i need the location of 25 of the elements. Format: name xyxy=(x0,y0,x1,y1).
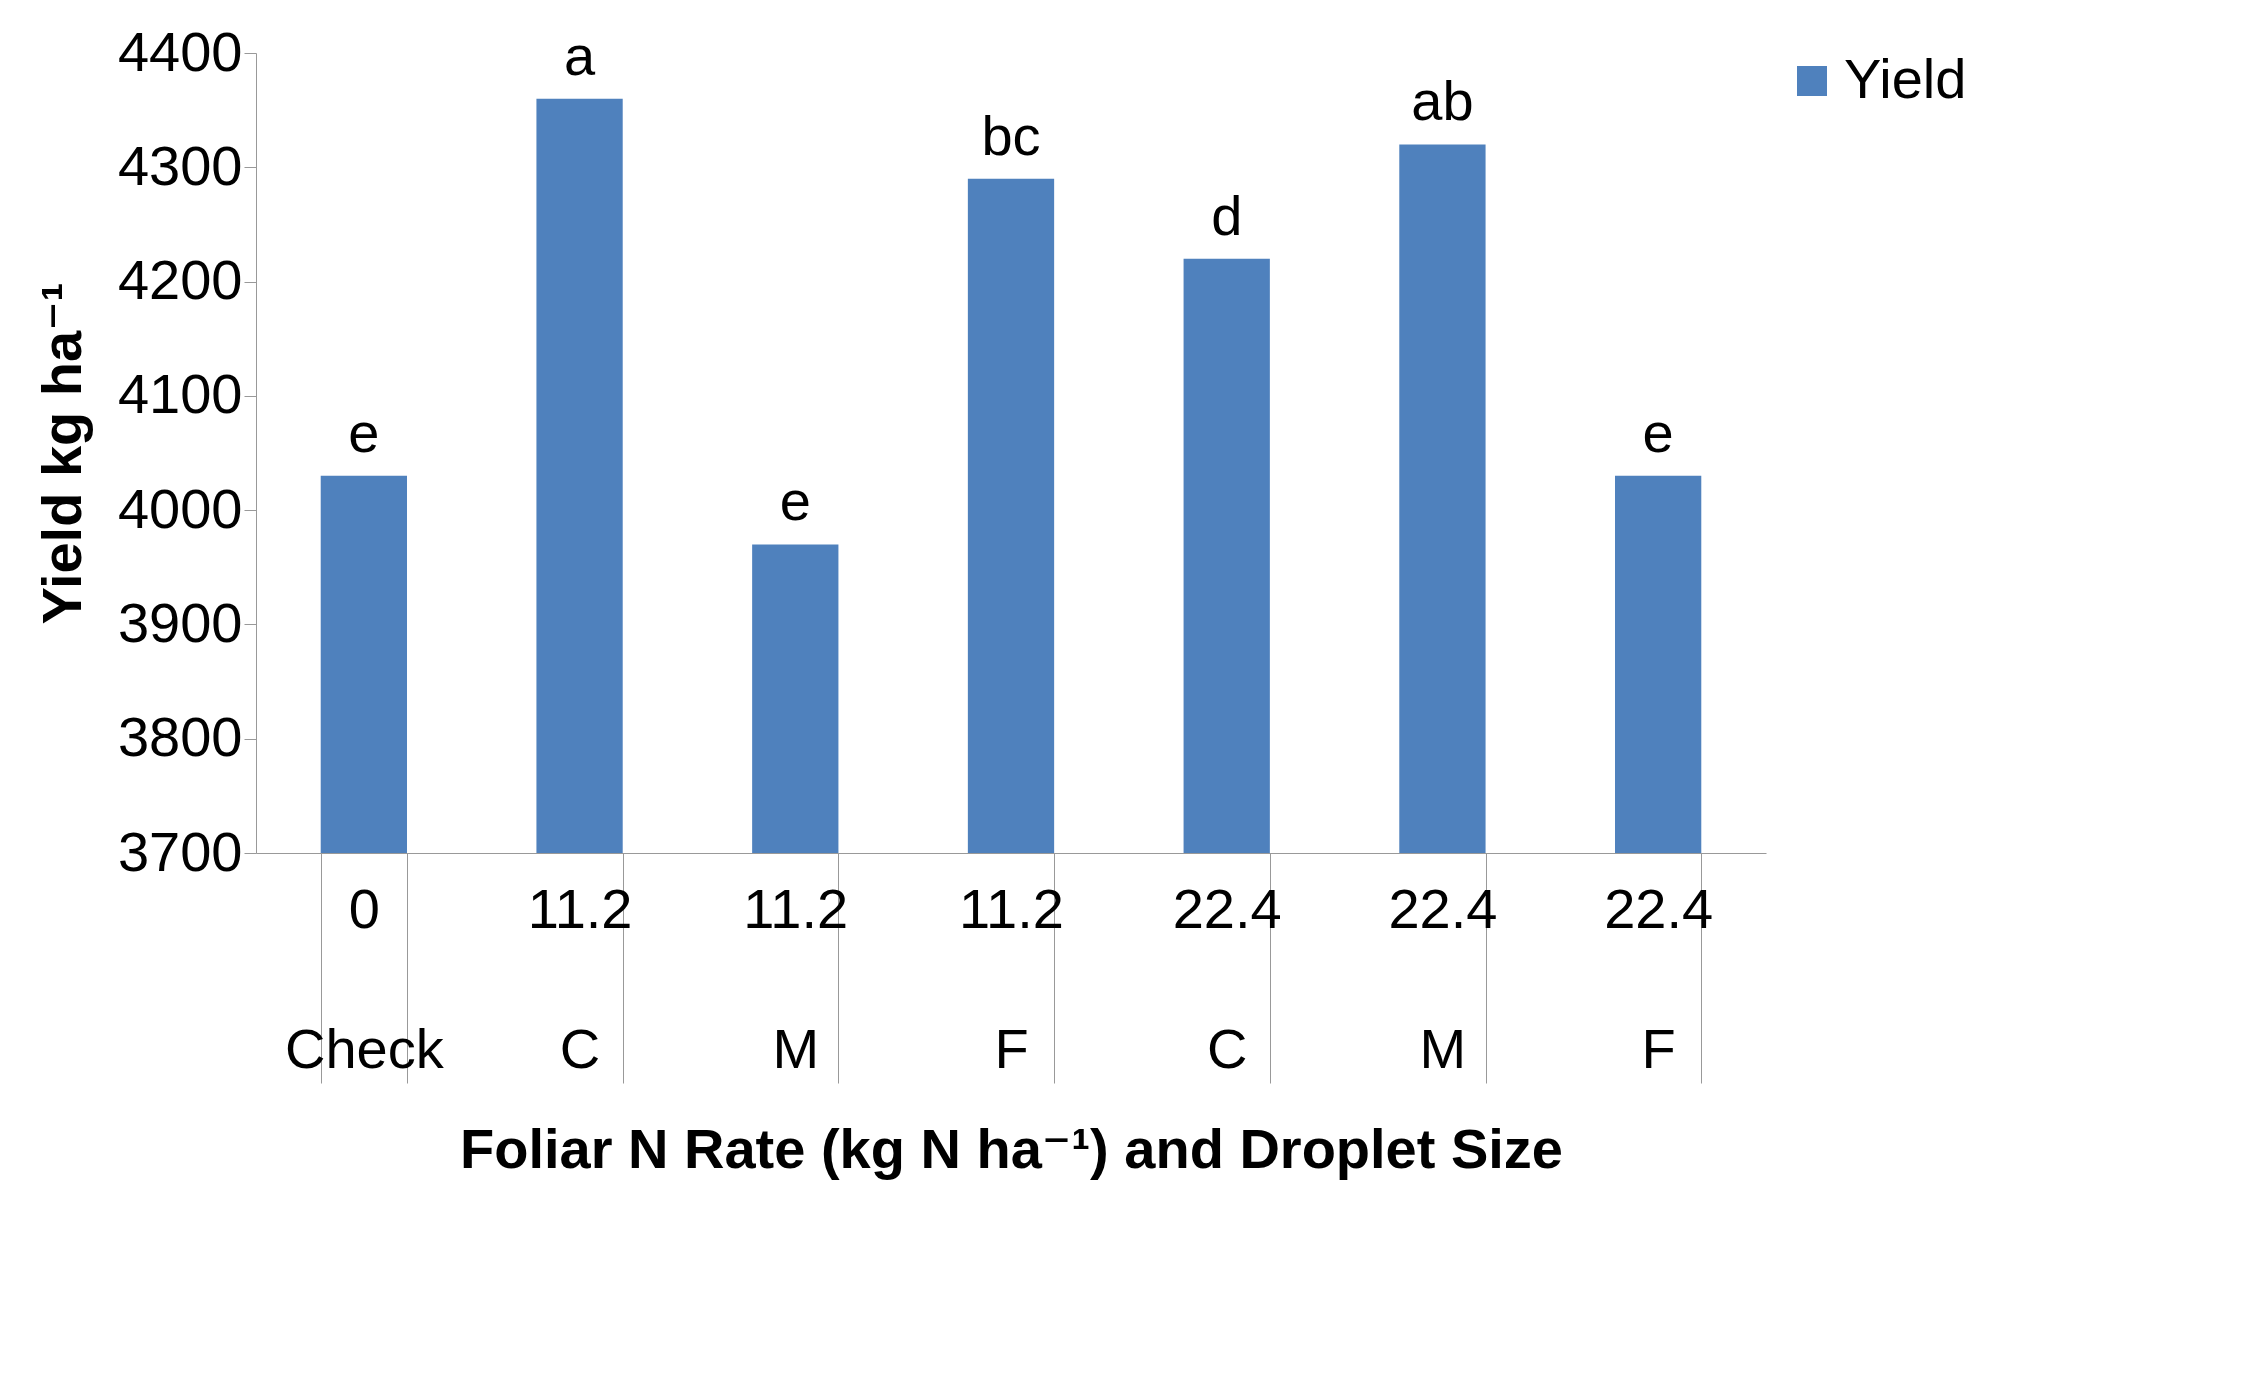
category-label: 11.2 C xyxy=(527,876,633,1080)
legend-label: Yield xyxy=(1844,47,1967,110)
annotation: e xyxy=(779,469,811,533)
y-tick-label: 4300 xyxy=(117,133,243,197)
y-tick-label: 4100 xyxy=(117,362,243,426)
category-label: 11.2 F xyxy=(959,876,1064,1080)
category-label: 11.2 M xyxy=(743,876,849,1080)
y-tick-label: 4000 xyxy=(117,476,243,540)
y-tick-label: 3800 xyxy=(117,705,243,769)
annotation: e xyxy=(348,400,380,464)
category-label: 22.4 C xyxy=(1172,876,1282,1080)
y-tick-label: 4400 xyxy=(117,19,243,83)
y-tick-label: 3900 xyxy=(117,590,243,654)
category-label: 22.4 F xyxy=(1604,876,1714,1080)
y-axis-title: Yield kg ha⁻¹ xyxy=(29,282,93,625)
annotation: d xyxy=(1211,183,1243,247)
category-label: 22.4 M xyxy=(1388,876,1498,1080)
x-axis-title: Foliar N Rate (kg N ha⁻¹) and Droplet Size xyxy=(459,1116,1564,1180)
y-tick-label: 3700 xyxy=(117,819,243,883)
annotation: e xyxy=(1642,400,1674,464)
category-label: 0 Check xyxy=(284,876,444,1080)
annotation: a xyxy=(563,23,596,87)
annotation: bc xyxy=(981,103,1041,167)
annotation: ab xyxy=(1411,69,1474,133)
y-tick-label: 4200 xyxy=(117,248,243,312)
